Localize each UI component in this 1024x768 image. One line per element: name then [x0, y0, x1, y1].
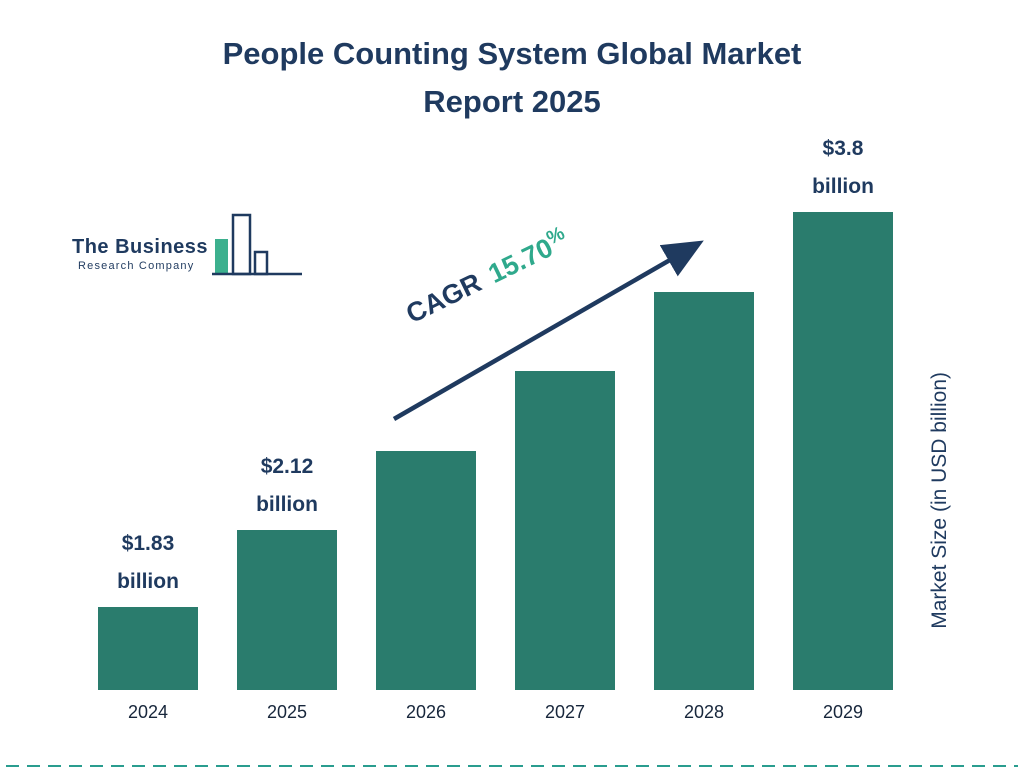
page-title: People Counting System Global Market Repo… — [167, 30, 857, 126]
bar-2024 — [98, 607, 198, 690]
logo-bar-chart-icon — [212, 213, 303, 276]
bar-chart: $1.83 billion 2024 $2.12 billion 2025 2026 2027… — [98, 130, 898, 725]
bar-column-2029: $3.8 billion 2029 — [793, 130, 893, 725]
bar-2028 — [654, 292, 754, 690]
bar-column-2027: 2027 — [515, 371, 615, 725]
page-title-line-2: Report 2025 — [423, 84, 601, 120]
x-tick-label-2024: 2024 — [127, 702, 169, 722]
bar-2027 — [515, 371, 615, 690]
bar-2025 — [237, 530, 337, 690]
bar-2029 — [793, 212, 893, 690]
x-tick-label-2025: 2025 — [266, 702, 308, 722]
bar-value-label-2024: $1.83 billion — [117, 532, 179, 594]
page-title-line-1: People Counting System Global Market — [222, 36, 802, 71]
y-axis-label: Market Size (in USD billion) — [928, 372, 951, 629]
x-tick-label-2029: 2029 — [822, 702, 864, 722]
bar-value-label-2029: $3.8 billion — [812, 137, 874, 199]
bar-column-2026: 2026 — [376, 451, 476, 725]
infographic-page: People Counting System Global Market Repo… — [0, 30, 1024, 768]
company-logo: The Business Research Company — [72, 212, 304, 280]
bar-2026 — [376, 451, 476, 690]
x-tick-label-2027: 2027 — [544, 702, 586, 722]
logo-company-name: The Business — [72, 236, 209, 258]
bar-value-label-2025: $2.12 billion — [256, 455, 318, 517]
x-tick-label-2026: 2026 — [405, 702, 447, 722]
bottom-dashed-divider — [6, 765, 1018, 767]
x-tick-label-2028: 2028 — [683, 702, 725, 722]
bar-column-2024: $1.83 billion 2024 — [98, 525, 198, 725]
logo-text: The Business Research Company — [72, 236, 208, 272]
logo-company-subtitle: Research Company — [78, 260, 195, 272]
bar-column-2025: $2.12 billion 2025 — [237, 448, 337, 725]
bar-column-2028: 2028 — [654, 292, 754, 725]
